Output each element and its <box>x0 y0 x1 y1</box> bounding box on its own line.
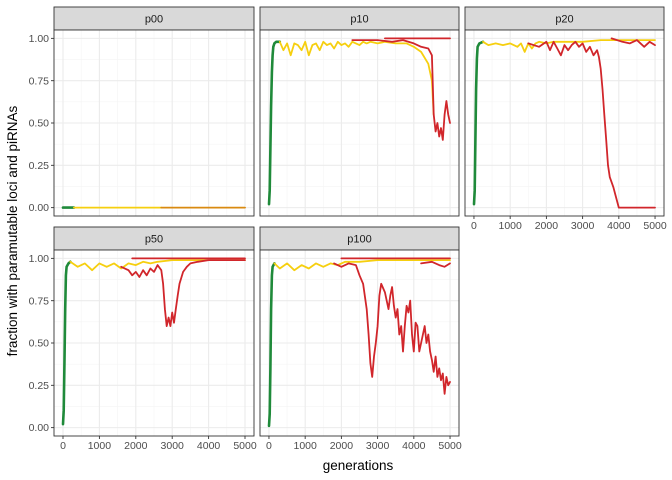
series-line-red <box>333 262 451 395</box>
x-tick-label: 3000 <box>366 440 390 452</box>
series-line-red <box>351 39 451 141</box>
series-line-yellow <box>278 40 435 116</box>
y-tick-label: 0.00 <box>29 202 50 214</box>
strip-label: p00 <box>145 14 163 26</box>
series-line-red <box>610 37 656 48</box>
x-tick-label: 1000 <box>293 440 317 452</box>
y-tick-label: 1.00 <box>29 253 50 265</box>
series-line-green <box>61 260 72 426</box>
x-tick-label: 4000 <box>402 440 426 452</box>
y-tick-label: 0.75 <box>29 295 50 307</box>
series-line-green <box>267 262 276 428</box>
x-tick-label: 1000 <box>88 440 112 452</box>
panel-border <box>259 249 460 437</box>
panel-p20: p20 0 1000 2000 3000 4000 5000 <box>464 6 667 232</box>
x-tick-label: 5000 <box>233 440 257 452</box>
x-tick-label: 3000 <box>161 440 185 452</box>
strip-label: p100 <box>347 234 371 246</box>
series-line-yellow <box>482 39 656 53</box>
y-tick-label: 0.50 <box>29 118 50 130</box>
x-tick-label: 0 <box>471 220 477 232</box>
x-axis-title: generations <box>323 458 394 473</box>
x-tick-label: 5000 <box>438 440 462 452</box>
x-tick-label: 0 <box>60 440 66 452</box>
y-tick-label: 0.50 <box>29 338 50 350</box>
y-tick-label: 0.75 <box>29 75 50 87</box>
x-tick-label: 2000 <box>535 220 559 232</box>
x-tick-label: 1000 <box>498 220 522 232</box>
panel-p50: p50 0.00 0.25 0.50 0.75 1.00 0 1000 2000 3000 4000… <box>29 226 257 452</box>
y-tick-label: 0.25 <box>29 380 50 392</box>
x-tick-label: 2000 <box>124 440 148 452</box>
panel-p00: p00 0.00 0.25 0.50 0.75 1.00 <box>29 6 255 217</box>
y-tick-label: 0.25 <box>29 160 50 172</box>
strip-label: p10 <box>350 14 368 26</box>
strip-label: p20 <box>555 14 573 26</box>
panel-p100: p100 0 1000 2000 3000 4000 5000 <box>259 226 462 452</box>
y-tick-label: 0.00 <box>29 422 50 434</box>
series-line-yellow <box>273 259 451 272</box>
x-tick-label: 3000 <box>571 220 595 232</box>
series-line-green <box>472 40 485 206</box>
series-line-green <box>267 40 282 206</box>
panel-border <box>259 29 460 217</box>
x-tick-label: 4000 <box>607 220 631 232</box>
y-axis-title: fraction with paramutable loci and piRNA… <box>5 105 20 356</box>
x-tick-label: 2000 <box>330 440 354 452</box>
y-tick-label: 1.00 <box>29 33 50 45</box>
x-tick-label: 4000 <box>197 440 221 452</box>
series-line-red <box>527 40 656 209</box>
series-line-yellow <box>69 259 246 272</box>
series-line-red <box>120 259 246 327</box>
x-tick-label: 0 <box>266 440 272 452</box>
panel-border <box>464 29 665 217</box>
strip-label: p50 <box>145 234 163 246</box>
series-line-red <box>420 260 451 268</box>
x-tick-label: 5000 <box>643 220 667 232</box>
panel-p10: p10 <box>259 6 460 217</box>
